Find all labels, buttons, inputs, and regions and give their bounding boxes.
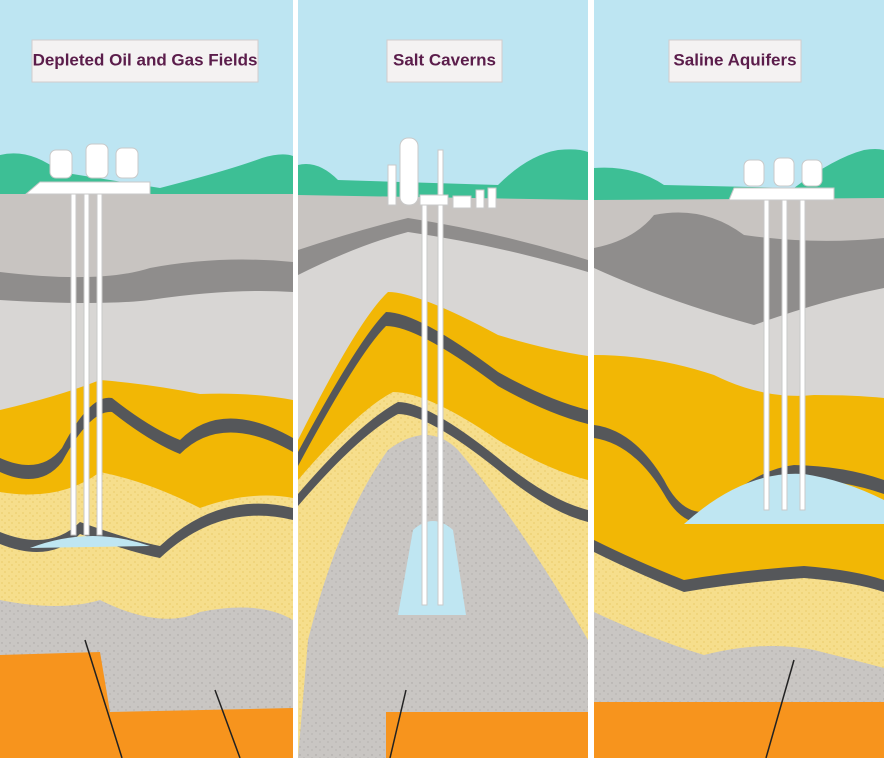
label-box bbox=[668, 39, 802, 83]
divider bbox=[293, 0, 298, 758]
panel-saline-aquifers bbox=[594, 0, 884, 758]
divider bbox=[588, 0, 594, 758]
label-box bbox=[31, 39, 259, 83]
panel-label: Saline Aquifers bbox=[673, 50, 796, 69]
label-box bbox=[386, 39, 503, 83]
panel-label: Salt Caverns bbox=[393, 50, 496, 69]
panel-salt-caverns bbox=[298, 0, 588, 758]
panel-depleted-fields bbox=[0, 0, 293, 758]
panel-label: Depleted Oil and Gas Fields bbox=[33, 50, 258, 69]
